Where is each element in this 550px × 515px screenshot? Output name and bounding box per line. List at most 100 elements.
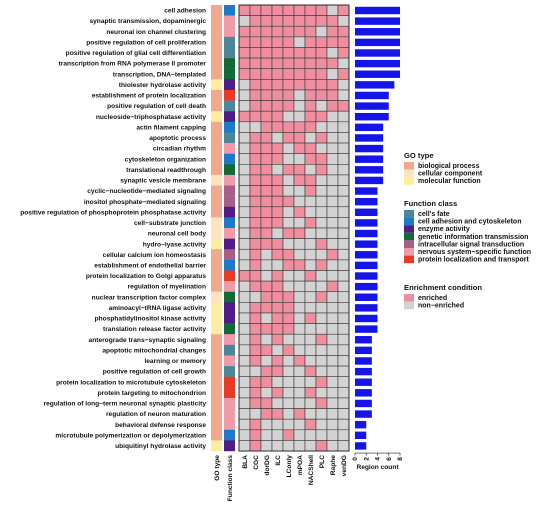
region-count-bar (355, 314, 378, 323)
heatmap-cell (271, 302, 284, 314)
row-label: positive regulation of cell proliferatio… (86, 39, 206, 46)
go-type-cell (211, 132, 222, 144)
row-label: neuronal cell body (148, 231, 207, 238)
function-class-cell (224, 89, 235, 101)
go-type-cell (211, 164, 222, 176)
heatmap-cell (326, 344, 339, 356)
heatmap-cell (315, 132, 328, 144)
function-class-cell (224, 281, 235, 292)
heatmap-cell (249, 164, 262, 176)
go-type-cell (211, 323, 222, 335)
heatmap-cell (326, 57, 339, 70)
function-class-cell (224, 174, 235, 186)
go-type-cell (211, 47, 222, 59)
row-label: cellular calcium ion homeostasis (103, 252, 207, 259)
go-type-legend-label: cellular component (418, 171, 483, 178)
heatmap-cell (238, 238, 251, 250)
heatmap-cell (238, 302, 251, 314)
heatmap-cell (315, 227, 328, 239)
heatmap-cell (249, 376, 262, 388)
heatmap-cell (304, 47, 317, 59)
heatmap-cell (260, 408, 273, 420)
go-type-cell (211, 270, 222, 282)
heatmap-cell (304, 280, 317, 293)
heatmap-cell (282, 36, 295, 48)
heatmap-cell (249, 206, 262, 218)
heatmap-cell (271, 89, 284, 101)
heatmap-cell (238, 291, 251, 303)
function-class-cell (224, 259, 235, 271)
region-count-bar (355, 420, 367, 429)
heatmap-cell (293, 248, 306, 261)
go-type-cell (211, 238, 222, 250)
function-class-cell (224, 291, 235, 303)
heatmap-cell (282, 408, 295, 420)
heatmap-cell (271, 408, 284, 420)
axis-tick-label: 6 (386, 457, 393, 461)
heatmap-cell (304, 15, 317, 27)
function-class-cell (224, 249, 235, 261)
heatmap-cell (260, 333, 273, 346)
heatmap-cell (293, 355, 306, 367)
go-type-cell (211, 302, 222, 314)
row-label: apoptotic mitochondrial changes (102, 347, 206, 354)
row-label: protein localization to microtubule cyto… (56, 379, 206, 386)
heatmap-cell (326, 100, 339, 112)
heatmap-cell (326, 89, 339, 101)
row-label: synaptic vesicle membrane (120, 178, 206, 185)
heatmap-cell (282, 47, 295, 59)
region-count-bar (355, 410, 372, 418)
heatmap-cell (249, 440, 262, 452)
heatmap-cell (282, 121, 295, 133)
heatmap-cell (337, 100, 350, 112)
go-type-cell (211, 217, 222, 229)
go-type-cell (211, 89, 222, 101)
heatmap-cell (304, 355, 317, 367)
function-class-legend-label: intracellular signal transduction (418, 241, 524, 248)
heatmap-cell (282, 89, 295, 101)
heatmap-cell (238, 397, 251, 409)
row-label: nuclear transcription factor complex (92, 294, 207, 301)
function-class-cell (224, 121, 235, 133)
heatmap-cell (293, 408, 306, 420)
heatmap-cell (304, 4, 317, 16)
row-label: regulation of long−term neuronal synapti… (44, 401, 207, 408)
heatmap-cell (238, 270, 251, 282)
heatmap-cell (304, 270, 317, 282)
heatmap-cells (238, 4, 350, 452)
heatmap-cell (249, 142, 262, 154)
function-class-cell (224, 270, 235, 282)
go-type-cell (211, 15, 222, 27)
heatmap-cell (304, 376, 317, 388)
heatmap-cell (337, 185, 350, 197)
heatmap-cell (271, 36, 284, 48)
heatmap-cell (315, 4, 328, 16)
heatmap-cell (326, 25, 339, 38)
function-class-cell (224, 355, 235, 367)
heatmap-cell (260, 164, 273, 176)
heatmap-cell (315, 142, 328, 154)
heatmap-cell (293, 185, 306, 197)
region-count-bar (355, 240, 378, 248)
function-class-legend-swatch (404, 210, 414, 218)
heatmap-cell (326, 36, 339, 48)
region-count-bar (355, 229, 378, 238)
heatmap-cell (260, 365, 273, 377)
heatmap-cell (282, 270, 295, 282)
heatmap-cell (249, 100, 262, 112)
heatmap-cell (293, 333, 306, 346)
region-count-bar (355, 219, 378, 227)
heatmap-cell (293, 259, 306, 271)
heatmap-cell (260, 418, 273, 431)
heatmap-cell (238, 68, 251, 80)
heatmap-cell (293, 323, 306, 335)
heatmap-cell (282, 195, 295, 208)
heatmap-cell (337, 174, 350, 186)
heatmap-cell (238, 408, 251, 420)
heatmap-cell (293, 195, 306, 208)
heatmap-cell (337, 110, 350, 123)
heatmap-cell (282, 164, 295, 176)
region-count-bar (355, 102, 389, 110)
heatmap-cell (249, 397, 262, 409)
heatmap-cell (326, 248, 339, 261)
